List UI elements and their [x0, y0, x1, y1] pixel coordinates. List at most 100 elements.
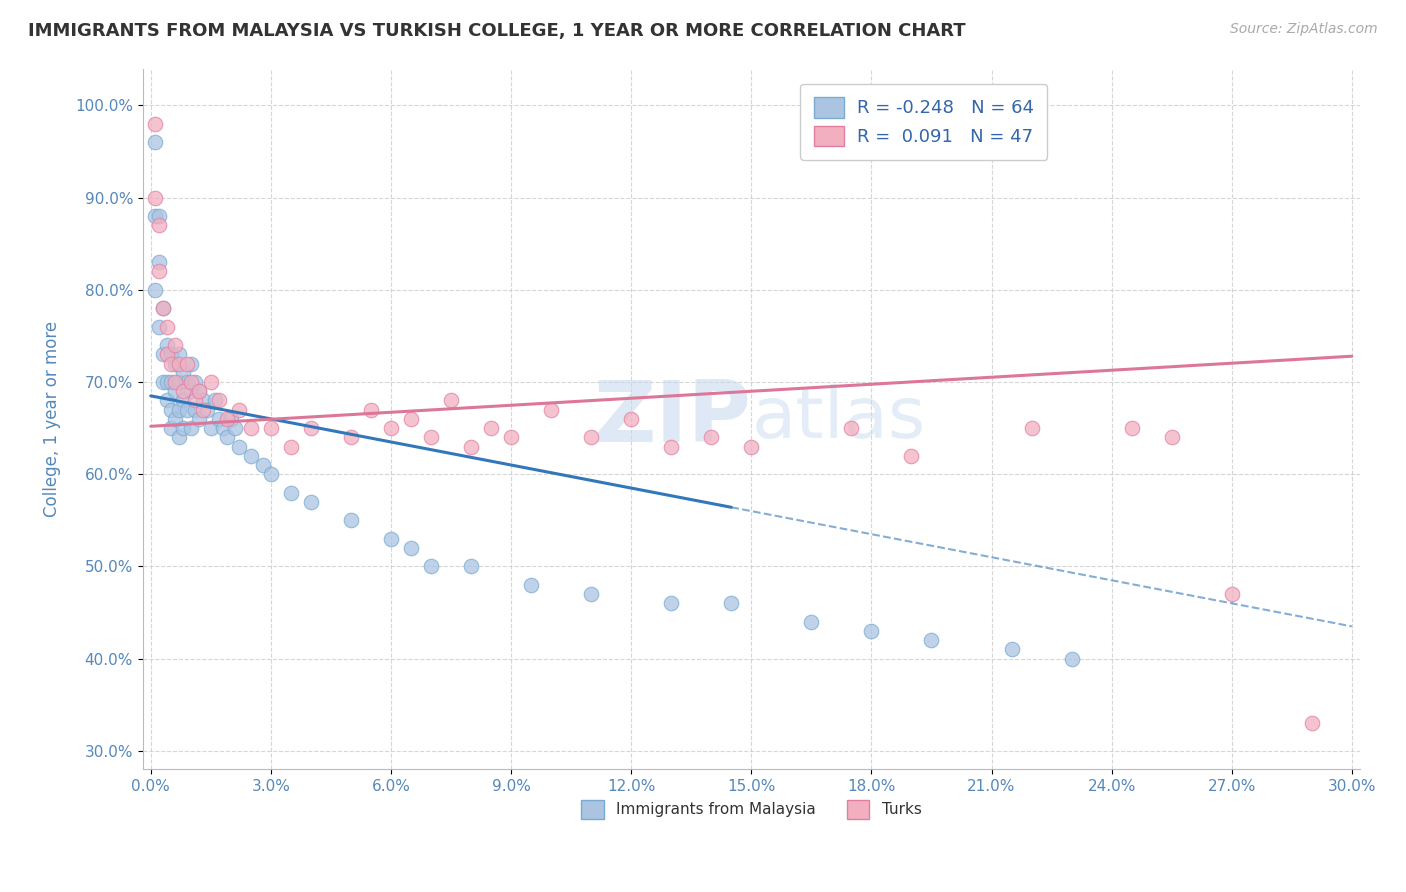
Point [163, 338, 186, 352]
Point [187, 384, 209, 399]
Point [540, 402, 562, 417]
Point [180, 357, 202, 371]
Point [176, 357, 198, 371]
Point [176, 375, 198, 389]
Point [219, 412, 242, 426]
Point [340, 430, 363, 444]
Point [208, 412, 231, 426]
Point [239, 421, 262, 435]
Point [228, 440, 250, 454]
Point [167, 402, 190, 417]
Point [167, 357, 190, 371]
Point [187, 412, 209, 426]
Point [172, 384, 194, 399]
Point [143, 117, 166, 131]
Text: IMMIGRANTS FROM MALAYSIA VS TURKISH COLLEGE, 1 YEAR OR MORE CORRELATION CHART: IMMIGRANTS FROM MALAYSIA VS TURKISH COLL… [28, 22, 966, 40]
Point [659, 596, 682, 610]
Point [156, 347, 179, 361]
Point [187, 384, 209, 399]
Point [260, 421, 283, 435]
Point [860, 624, 883, 638]
Point [260, 467, 283, 482]
Point [159, 402, 181, 417]
Point [460, 440, 482, 454]
Point [360, 402, 382, 417]
Point [148, 319, 170, 334]
Point [299, 495, 322, 509]
Point [659, 440, 682, 454]
Point [700, 430, 723, 444]
Point [299, 421, 322, 435]
Text: ZIP: ZIP [593, 377, 751, 460]
Point [159, 375, 181, 389]
Point [1000, 642, 1022, 657]
Point [204, 393, 226, 408]
Point [420, 559, 443, 574]
Point [208, 393, 231, 408]
Point [1021, 421, 1043, 435]
Point [380, 421, 402, 435]
Point [1160, 430, 1182, 444]
Point [215, 412, 238, 426]
Point [184, 402, 207, 417]
Point [280, 485, 302, 500]
Point [180, 421, 202, 435]
Point [152, 347, 174, 361]
Point [176, 402, 198, 417]
Point [172, 421, 194, 435]
Point [1121, 421, 1143, 435]
Point [180, 384, 202, 399]
Point [920, 633, 942, 648]
Point [156, 319, 179, 334]
Point [620, 412, 643, 426]
Point [200, 421, 222, 435]
Point [152, 301, 174, 316]
Point [280, 440, 302, 454]
Point [340, 513, 363, 527]
Point [167, 430, 190, 444]
Point [460, 559, 482, 574]
Point [172, 393, 194, 408]
Text: Source: ZipAtlas.com: Source: ZipAtlas.com [1230, 22, 1378, 37]
Point [184, 375, 207, 389]
Point [191, 393, 214, 408]
Point [152, 375, 174, 389]
Point [800, 615, 823, 629]
Point [479, 421, 502, 435]
Point [167, 347, 190, 361]
Point [399, 412, 422, 426]
Point [900, 449, 922, 463]
Point [148, 255, 170, 269]
Point [156, 393, 179, 408]
Point [740, 440, 762, 454]
Point [156, 338, 179, 352]
Point [440, 393, 463, 408]
Point [841, 421, 863, 435]
Point [148, 209, 170, 223]
Point [143, 283, 166, 297]
Text: atlas: atlas [751, 384, 925, 453]
Point [159, 347, 181, 361]
Point [1220, 587, 1243, 601]
Point [148, 264, 170, 278]
Point [520, 578, 543, 592]
Point [228, 402, 250, 417]
Point [380, 532, 402, 546]
Point [579, 587, 602, 601]
Point [195, 402, 218, 417]
Point [143, 209, 166, 223]
Point [159, 421, 181, 435]
Point [159, 357, 181, 371]
Point [420, 430, 443, 444]
Point [163, 357, 186, 371]
Point [579, 430, 602, 444]
Point [191, 402, 214, 417]
Point [167, 375, 190, 389]
Point [172, 366, 194, 380]
Point [399, 541, 422, 555]
Point [180, 375, 202, 389]
Point [184, 393, 207, 408]
Point [200, 375, 222, 389]
Point [163, 384, 186, 399]
Legend: Immigrants from Malaysia, Turks: Immigrants from Malaysia, Turks [575, 794, 928, 825]
